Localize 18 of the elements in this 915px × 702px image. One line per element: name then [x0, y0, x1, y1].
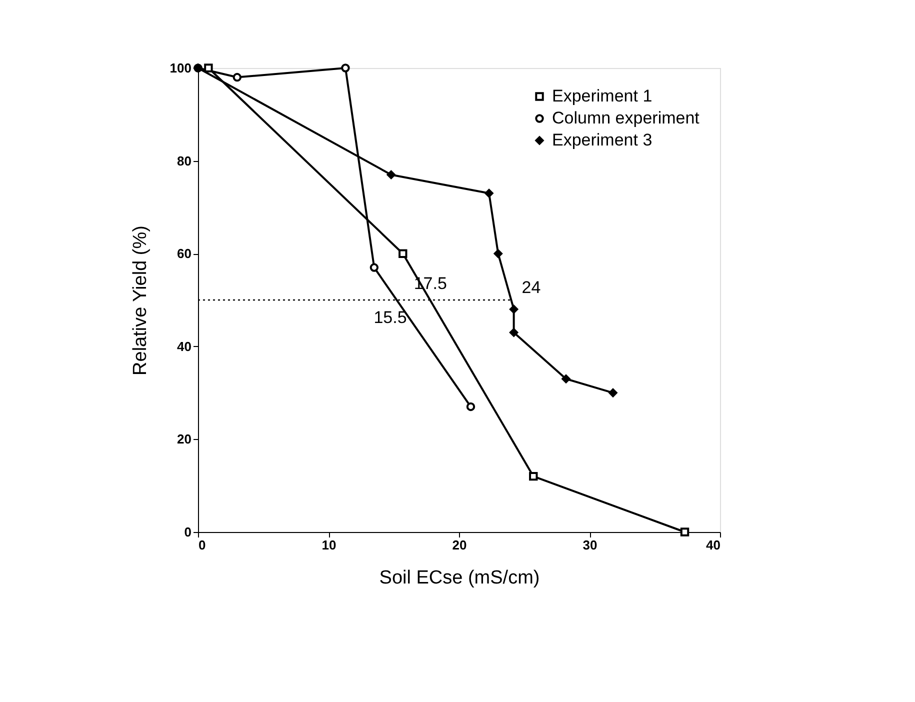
annotation: 24	[522, 278, 541, 297]
x-tick-label: 40	[706, 538, 720, 552]
legend-label: Experiment 1	[552, 86, 652, 106]
legend-label: Experiment 3	[552, 130, 652, 150]
x-tick-label: 30	[582, 538, 598, 552]
y-tick-label: 0	[184, 524, 192, 540]
y-axis-title: Relative Yield (%)	[130, 226, 151, 376]
y-tick-label: 20	[177, 432, 192, 447]
x-tick-label: 0	[198, 538, 206, 552]
x-tick-label: 10	[322, 538, 336, 552]
x-tick-label: 20	[452, 538, 467, 552]
x-axis-title: Soil ECse (mS/cm)	[379, 568, 540, 588]
y-tick-label: 60	[177, 246, 192, 262]
y-tick-label: 100	[170, 60, 192, 76]
annotation: 15.5	[374, 308, 407, 327]
legend-label: Column experiment	[552, 108, 700, 128]
y-tick-label: 80	[177, 153, 192, 168]
y-tick-label: 40	[177, 338, 192, 354]
